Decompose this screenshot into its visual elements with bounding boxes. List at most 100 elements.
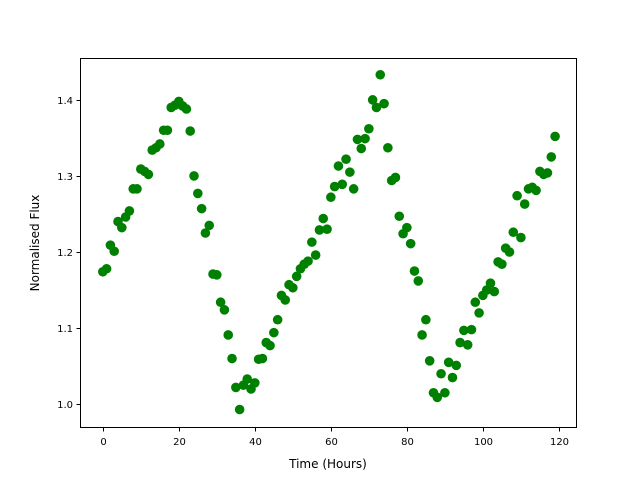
data-point	[250, 378, 260, 388]
data-point	[341, 154, 351, 164]
data-point	[231, 382, 241, 393]
data-point	[272, 314, 283, 325]
data-point	[497, 259, 507, 269]
data-point	[405, 238, 416, 249]
data-point	[409, 266, 420, 276]
data-point	[451, 360, 462, 371]
data-point	[360, 133, 370, 144]
x-tick-label: 0	[100, 437, 106, 448]
data-point	[196, 203, 207, 214]
data-point	[462, 340, 473, 350]
data-point	[474, 308, 484, 318]
data-point	[280, 295, 291, 305]
data-point	[432, 392, 443, 403]
data-point	[352, 134, 363, 145]
data-point	[219, 305, 230, 315]
data-point	[337, 179, 348, 190]
data-point	[227, 353, 237, 364]
data-point	[212, 270, 222, 280]
data-point	[200, 228, 211, 238]
x-tick-label: 120	[550, 437, 569, 448]
data-point	[215, 297, 226, 308]
data-point	[455, 337, 465, 348]
data-point	[390, 172, 401, 183]
data-point	[307, 237, 317, 247]
data-point	[345, 167, 355, 177]
data-point	[310, 250, 321, 260]
data-point	[314, 225, 325, 235]
data-point	[470, 297, 481, 308]
data-point	[371, 102, 382, 113]
data-point	[155, 139, 165, 149]
data-point	[417, 330, 427, 340]
data-point	[531, 185, 541, 196]
data-point	[185, 126, 196, 136]
data-point	[485, 278, 496, 289]
data-point	[394, 211, 405, 222]
data-point	[466, 324, 477, 335]
y-tick-label: 1.4	[57, 96, 73, 107]
data-point	[326, 192, 336, 203]
data-point	[550, 131, 560, 142]
data-point	[265, 340, 275, 351]
plot-frame	[80, 58, 577, 428]
data-point	[223, 330, 234, 340]
data-point	[348, 184, 359, 194]
data-point	[542, 168, 553, 178]
data-point	[109, 246, 120, 257]
x-tick-label: 20	[173, 437, 186, 448]
data-point	[132, 184, 142, 194]
data-point	[269, 327, 279, 338]
data-point	[504, 247, 515, 257]
data-point	[162, 125, 173, 136]
x-tick-label: 100	[474, 437, 493, 448]
data-points	[98, 69, 560, 415]
data-point	[512, 190, 522, 201]
data-point	[303, 256, 313, 266]
data-point	[288, 282, 298, 293]
data-point	[367, 95, 378, 105]
data-point	[291, 271, 302, 282]
data-point	[318, 213, 329, 224]
y-tick-label: 1.1	[57, 324, 73, 335]
y-tick-label: 1.3	[57, 172, 73, 183]
x-axis-label: Time (Hours)	[288, 457, 367, 471]
y-tick-label: 1.2	[57, 248, 73, 259]
data-point	[413, 276, 424, 286]
data-point	[421, 314, 431, 325]
x-axis-ticks: 0 20 40 60 80 100 120	[100, 428, 569, 448]
data-point	[356, 143, 367, 154]
data-point	[143, 169, 154, 180]
data-point	[489, 286, 500, 297]
y-axis-label: Normalised Flux	[28, 195, 42, 292]
y-axis-ticks: 1.0 1.1 1.2 1.3 1.4	[57, 96, 80, 411]
x-tick-label: 40	[249, 437, 262, 448]
data-point	[242, 374, 253, 384]
data-point	[329, 181, 340, 192]
data-point	[364, 123, 374, 134]
data-point	[379, 98, 389, 109]
x-tick-label: 80	[401, 437, 414, 448]
data-point	[459, 325, 469, 336]
data-point	[189, 171, 199, 181]
data-point	[375, 69, 386, 80]
data-point	[181, 104, 192, 114]
data-point	[257, 353, 268, 364]
data-point	[440, 387, 450, 398]
data-point	[383, 142, 393, 153]
data-point	[117, 222, 127, 233]
data-point	[443, 357, 454, 368]
data-point	[124, 206, 135, 216]
data-point	[516, 232, 526, 243]
y-tick-label: 1.0	[57, 400, 73, 411]
data-point	[193, 188, 203, 199]
data-point	[424, 356, 435, 366]
data-point	[402, 222, 412, 233]
data-point	[546, 152, 557, 162]
data-point	[101, 263, 112, 274]
x-tick-label: 60	[325, 437, 338, 448]
data-point	[508, 227, 519, 238]
data-point	[204, 220, 215, 231]
data-point	[436, 368, 446, 379]
